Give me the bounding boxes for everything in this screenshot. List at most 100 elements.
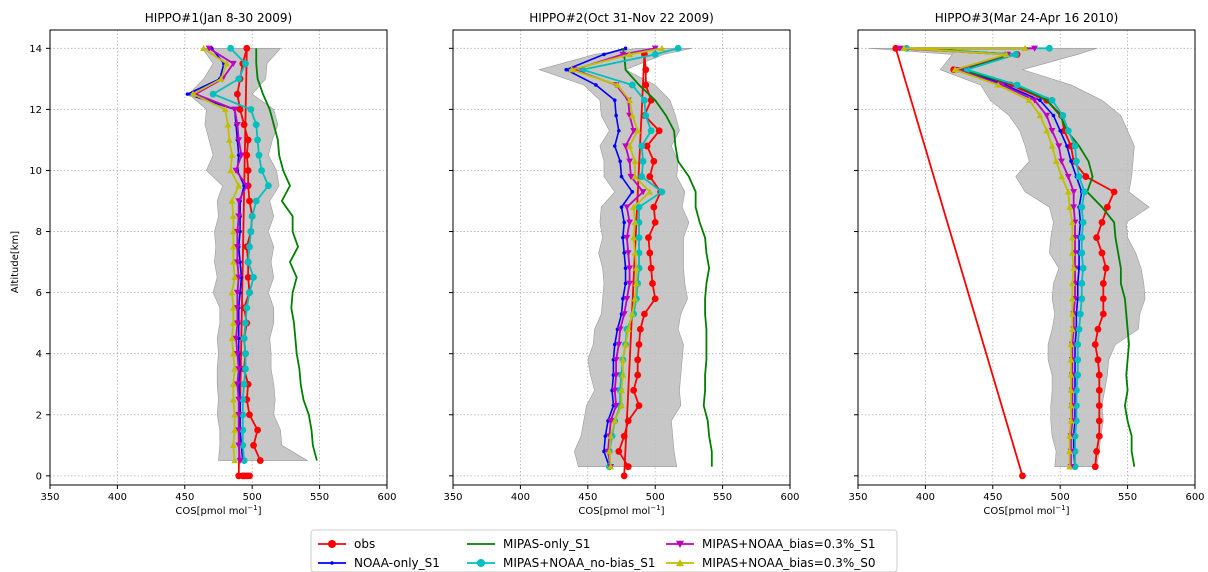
data-point (232, 335, 240, 342)
data-point (200, 44, 208, 52)
data-point (639, 189, 647, 196)
data-point (1069, 159, 1073, 164)
data-point (641, 96, 648, 104)
y-tick-label: 6 (36, 288, 42, 299)
data-point (618, 159, 622, 164)
legend-label: MIPAS+NOAA_bias=0.3%_S1 (702, 537, 876, 551)
data-point (233, 289, 241, 297)
data-point (1074, 341, 1082, 348)
data-point (1068, 249, 1076, 256)
data-point (651, 51, 659, 58)
data-point (1093, 448, 1100, 455)
x-tick-label: 550 (1118, 492, 1137, 503)
data-point (227, 44, 235, 52)
data-point (1077, 310, 1084, 318)
data-point (631, 157, 639, 165)
data-point (229, 258, 237, 265)
data-point (631, 173, 639, 180)
data-point (246, 243, 253, 251)
data-point (233, 350, 241, 358)
data-point (896, 45, 904, 52)
data-point (233, 305, 241, 312)
data-point (1025, 96, 1033, 103)
data-point (624, 417, 632, 425)
panel-title: HIPPO#3(Mar 24-Apr 16 2010) (935, 11, 1119, 25)
data-point (627, 173, 635, 180)
panel-2: HIPPO#2(Oct 31-Nov 22 2009) 350 400 450 500 5… (443, 11, 799, 517)
data-point (615, 341, 623, 348)
data-point (1067, 371, 1075, 378)
data-point (630, 190, 635, 194)
series-line (211, 47, 270, 461)
data-point (229, 212, 237, 219)
data-point (1052, 157, 1060, 165)
data-point (250, 273, 257, 281)
data-point (235, 182, 243, 189)
data-point (620, 432, 628, 440)
data-point (235, 274, 243, 281)
data-point (1031, 97, 1038, 104)
data-point (233, 90, 241, 98)
data-point (1071, 142, 1079, 150)
data-point (243, 183, 251, 190)
data-point (635, 203, 643, 211)
data-point (228, 289, 236, 296)
data-point (1038, 98, 1042, 103)
x-tick-label: 500 (1051, 492, 1070, 503)
data-point (235, 213, 243, 220)
data-point (658, 188, 666, 196)
data-point (1099, 280, 1107, 287)
data-point (229, 243, 237, 250)
data-point (631, 249, 639, 256)
data-point (246, 472, 253, 480)
data-point (1098, 218, 1106, 226)
data-point (628, 81, 636, 89)
data-point (900, 44, 908, 52)
data-point (242, 60, 249, 67)
data-point (231, 457, 239, 464)
data-point (1070, 204, 1078, 211)
data-point (646, 188, 654, 195)
data-point (1013, 81, 1021, 89)
data-point (233, 121, 241, 129)
legend-item: MIPAS+NOAA_no-bias_S1 (467, 556, 656, 570)
data-point (626, 280, 633, 287)
data-point (189, 90, 197, 97)
x-tick-label: 450 (578, 492, 597, 503)
series-MIPAS+NOAA_bias=0.3%_S0 (900, 44, 1078, 470)
data-point (626, 219, 633, 226)
y-tick-label: 12 (29, 105, 42, 116)
data-point (1078, 280, 1086, 287)
panel-3: HIPPO#3(Mar 24-Apr 16 2010) 350 400 450 500 5… (848, 11, 1204, 517)
y-tick-label: 14 (29, 44, 42, 55)
data-point (1078, 234, 1086, 242)
y-tick-label: 8 (36, 227, 42, 238)
data-point (1074, 356, 1082, 364)
data-point (624, 250, 632, 257)
x-tick-label: 400 (916, 492, 935, 503)
data-point (632, 264, 640, 271)
data-point (1058, 173, 1065, 180)
x-tick-label: 350 (848, 492, 867, 503)
data-point (233, 320, 241, 327)
data-point (636, 325, 644, 333)
data-point (252, 197, 260, 205)
data-point (229, 304, 237, 311)
data-point (630, 386, 638, 394)
data-point (630, 203, 638, 210)
data-point (651, 218, 659, 226)
data-point (612, 144, 617, 148)
data-point (236, 457, 244, 464)
data-point (1095, 402, 1103, 410)
data-point (240, 335, 248, 342)
data-point (650, 157, 658, 165)
x-tick-label: 550 (310, 492, 329, 503)
data-point (228, 197, 236, 204)
data-point (185, 92, 190, 96)
data-point (217, 75, 225, 82)
series-line (915, 47, 1136, 467)
data-point (1091, 463, 1099, 471)
data-point (236, 105, 244, 113)
data-point (235, 137, 243, 144)
data-point (248, 212, 256, 220)
